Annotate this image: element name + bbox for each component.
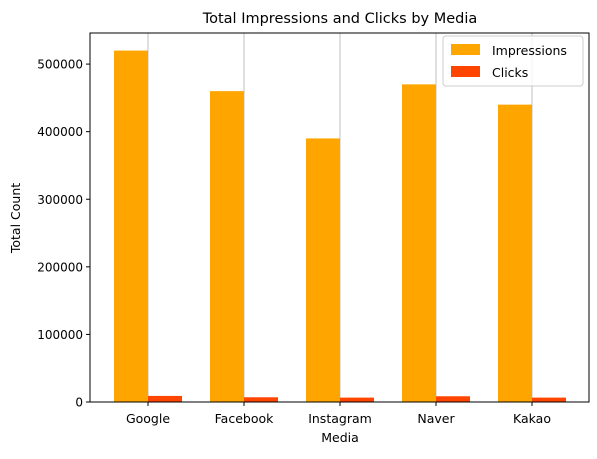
chart-title: Total Impressions and Clicks by Media (202, 11, 478, 27)
bar-clicks-instagram (340, 397, 374, 402)
x-tick-label-naver: Naver (417, 411, 455, 426)
y-axis-label: Total Count (8, 183, 23, 254)
y-tick-label: 0 (75, 396, 83, 410)
legend-swatch-impressions (451, 44, 480, 55)
legend-label-impressions: Impressions (492, 43, 567, 58)
bar-clicks-google (148, 395, 182, 402)
legend-label-clicks: Clicks (492, 65, 528, 80)
bar-clicks-kakao (532, 397, 566, 402)
x-tick-label-google: Google (126, 411, 170, 426)
x-tick-label-instagram: Instagram (308, 411, 372, 426)
y-tick-label: 200000 (37, 260, 83, 274)
bar-clicks-naver (436, 396, 470, 402)
bar-impressions-facebook (210, 91, 244, 402)
bar-impressions-google (114, 50, 148, 402)
x-tick-label-facebook: Facebook (215, 411, 274, 426)
bar-impressions-instagram (306, 138, 340, 402)
x-axis: Google Facebook Instagram Naver Kakao (126, 402, 551, 426)
bar-clicks-facebook (244, 397, 278, 402)
bars (114, 50, 566, 402)
y-tick-label: 500000 (37, 58, 83, 72)
y-tick-label: 100000 (37, 328, 83, 342)
bar-impressions-kakao (498, 104, 532, 402)
legend: Impressions Clicks (442, 35, 584, 87)
y-tick-label: 400000 (37, 125, 83, 139)
x-tick-label-kakao: Kakao (513, 411, 551, 426)
legend-swatch-clicks (451, 66, 480, 77)
bar-impressions-naver (402, 84, 436, 402)
y-axis: 0 100000 200000 300000 400000 500000 (37, 58, 90, 410)
y-tick-label: 300000 (37, 193, 83, 207)
x-axis-label: Media (321, 430, 359, 445)
